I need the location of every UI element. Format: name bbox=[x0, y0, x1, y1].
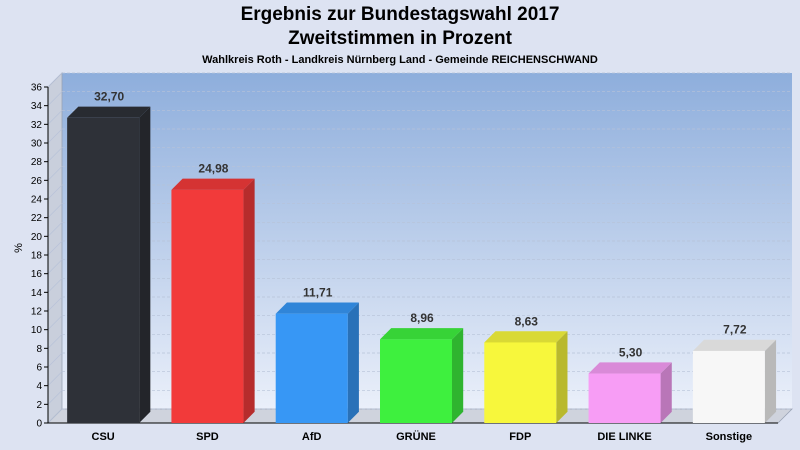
data-label: 24,98 bbox=[198, 162, 228, 176]
chart-title: Ergebnis zur Bundestagswahl 2017 bbox=[240, 4, 560, 25]
bar-top bbox=[171, 178, 255, 190]
bar-csu bbox=[67, 117, 140, 424]
y-tick-label: 10 bbox=[31, 325, 43, 336]
gridline-side bbox=[47, 408, 63, 424]
gridline-side bbox=[47, 240, 63, 256]
gridline-side bbox=[47, 110, 63, 125]
data-label: 7,72 bbox=[723, 323, 747, 337]
y-tick-label: 28 bbox=[31, 157, 43, 168]
x-tick-label: GRÜNE bbox=[396, 430, 436, 443]
gridline-side bbox=[47, 352, 63, 368]
chart-subtitle: Zweitstimmen in Prozent bbox=[288, 28, 512, 49]
x-tick-label: DIE LINKE bbox=[597, 431, 651, 443]
gridline-side bbox=[47, 278, 63, 293]
bar-side bbox=[764, 339, 777, 423]
y-tick-label: 36 bbox=[31, 83, 43, 94]
x-tick-label: AfD bbox=[302, 431, 322, 443]
x-tick-label: Sonstige bbox=[706, 431, 752, 443]
chart-bars bbox=[67, 106, 777, 424]
bar-gr-ne bbox=[380, 339, 452, 423]
gridline-side bbox=[47, 166, 63, 181]
x-tick-label: FDP bbox=[509, 431, 531, 443]
bar-top bbox=[588, 362, 672, 374]
y-tick-label: 8 bbox=[36, 344, 42, 355]
gridline-side bbox=[47, 128, 63, 144]
gridline-side bbox=[47, 147, 63, 162]
bar-die-linke bbox=[588, 373, 661, 423]
y-tick-label: 14 bbox=[31, 288, 43, 299]
x-tick-label: SPD bbox=[196, 431, 219, 443]
gridline-side bbox=[47, 72, 63, 88]
bar-side bbox=[347, 302, 359, 423]
data-label: 8,63 bbox=[515, 314, 539, 328]
chart-caption: Wahlkreis Roth - Landkreis Nürnberg Land… bbox=[202, 54, 598, 66]
gridline-side bbox=[47, 315, 63, 330]
data-label: 8,96 bbox=[410, 311, 434, 325]
bar-spd bbox=[171, 189, 244, 423]
x-tick-label: CSU bbox=[92, 431, 115, 443]
data-label: 5,30 bbox=[619, 345, 643, 359]
gridline-side bbox=[47, 222, 63, 237]
gridline-side bbox=[47, 259, 63, 274]
data-label: 11,71 bbox=[303, 286, 333, 300]
y-tick-label: 20 bbox=[31, 232, 43, 243]
y-tick-label: 6 bbox=[36, 363, 42, 374]
y-tick-label: 4 bbox=[36, 381, 42, 392]
bar-fdp bbox=[484, 342, 557, 423]
y-tick-label: 22 bbox=[31, 213, 43, 224]
y-tick-label: 2 bbox=[36, 400, 42, 411]
bar-top bbox=[380, 328, 464, 340]
gridline-side bbox=[47, 334, 63, 349]
bar-side bbox=[452, 328, 464, 423]
bar-side bbox=[660, 362, 672, 423]
data-label: 32,70 bbox=[94, 90, 124, 104]
y-tick-label: 24 bbox=[31, 195, 43, 206]
bar-side bbox=[139, 106, 151, 423]
bar-side bbox=[243, 178, 255, 423]
gridline-side bbox=[47, 91, 63, 106]
chart-labels: 32,70 CSU 24,98 SPD 11,71 AfD 8,96 GRÜNE 8,63 FDP… bbox=[92, 90, 753, 443]
bar-afd bbox=[275, 313, 348, 423]
y-tick-label: 18 bbox=[31, 251, 43, 262]
gridline-side bbox=[47, 371, 63, 386]
bar-top bbox=[67, 106, 151, 118]
gridline-side bbox=[47, 203, 63, 218]
bar-side bbox=[556, 331, 568, 423]
gridline-side bbox=[47, 390, 63, 405]
y-axis-label: % bbox=[13, 243, 25, 253]
gridline-side bbox=[47, 184, 63, 200]
y-tick-label: 26 bbox=[31, 176, 43, 187]
bar-top bbox=[275, 302, 359, 314]
y-tick-label: 34 bbox=[31, 101, 43, 112]
y-tick-label: 30 bbox=[31, 139, 43, 150]
bar-top bbox=[692, 339, 777, 351]
y-tick-label: 32 bbox=[31, 120, 43, 131]
gridline-side bbox=[47, 296, 63, 312]
bar-sonstige bbox=[692, 350, 765, 423]
y-tick-label: 0 bbox=[36, 419, 42, 430]
bar-top bbox=[484, 331, 568, 343]
y-tick-label: 16 bbox=[31, 269, 43, 280]
y-tick-label: 12 bbox=[31, 307, 43, 318]
